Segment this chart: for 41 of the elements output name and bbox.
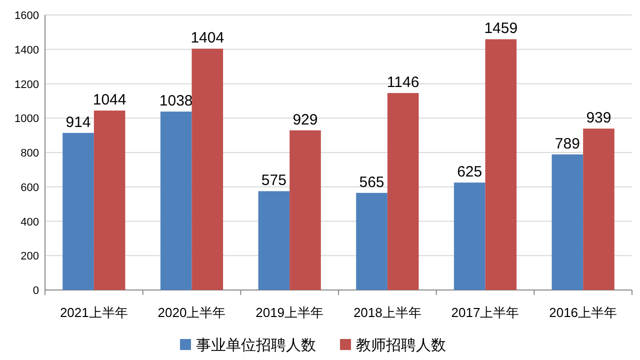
- data-label: 1044: [92, 92, 126, 109]
- x-tick-label: 2018上半年: [353, 305, 422, 320]
- data-label: 939: [586, 110, 612, 127]
- bar: [94, 110, 126, 290]
- bar: [454, 182, 486, 290]
- x-tick-label: 2019上半年: [256, 305, 324, 320]
- bar: [290, 130, 321, 290]
- data-label: 575: [261, 172, 286, 190]
- y-tick-label: 600: [20, 182, 39, 194]
- y-tick-label: 1400: [14, 44, 39, 56]
- data-label: 1146: [386, 74, 420, 92]
- bar: [387, 93, 419, 290]
- bar: [192, 48, 224, 290]
- y-tick-label: 1000: [14, 113, 39, 126]
- x-tick-label: 2020上半年: [158, 305, 226, 320]
- x-tick-label: 2016上半年: [549, 305, 618, 320]
- data-label: 565: [359, 174, 384, 191]
- legend-label: 教师招聘人数: [356, 337, 446, 354]
- bar: [485, 39, 517, 290]
- y-tick-label: 200: [20, 250, 39, 263]
- legend-label: 事业单位招聘人数: [196, 337, 316, 354]
- bar: [62, 132, 94, 290]
- data-label: 914: [66, 114, 91, 131]
- data-label: 1038: [159, 92, 193, 110]
- bar: [552, 154, 584, 290]
- data-label: 929: [292, 111, 318, 128]
- bar: [356, 192, 388, 290]
- x-tick-label: 2021上半年: [60, 305, 128, 320]
- x-tick-label: 2017上半年: [451, 305, 520, 320]
- y-tick-label: 400: [20, 216, 39, 228]
- data-label: 1404: [190, 30, 224, 47]
- data-label: 789: [554, 135, 580, 152]
- y-tick-label: 0: [32, 285, 39, 297]
- y-tick-label: 1200: [14, 78, 39, 91]
- y-tick-label: 800: [20, 148, 39, 160]
- y-tick-label: 1600: [14, 10, 39, 22]
- bar: [583, 128, 614, 290]
- bar: [160, 112, 192, 290]
- bar: [258, 191, 290, 290]
- data-label: 1459: [484, 20, 518, 38]
- data-label: 625: [457, 164, 482, 181]
